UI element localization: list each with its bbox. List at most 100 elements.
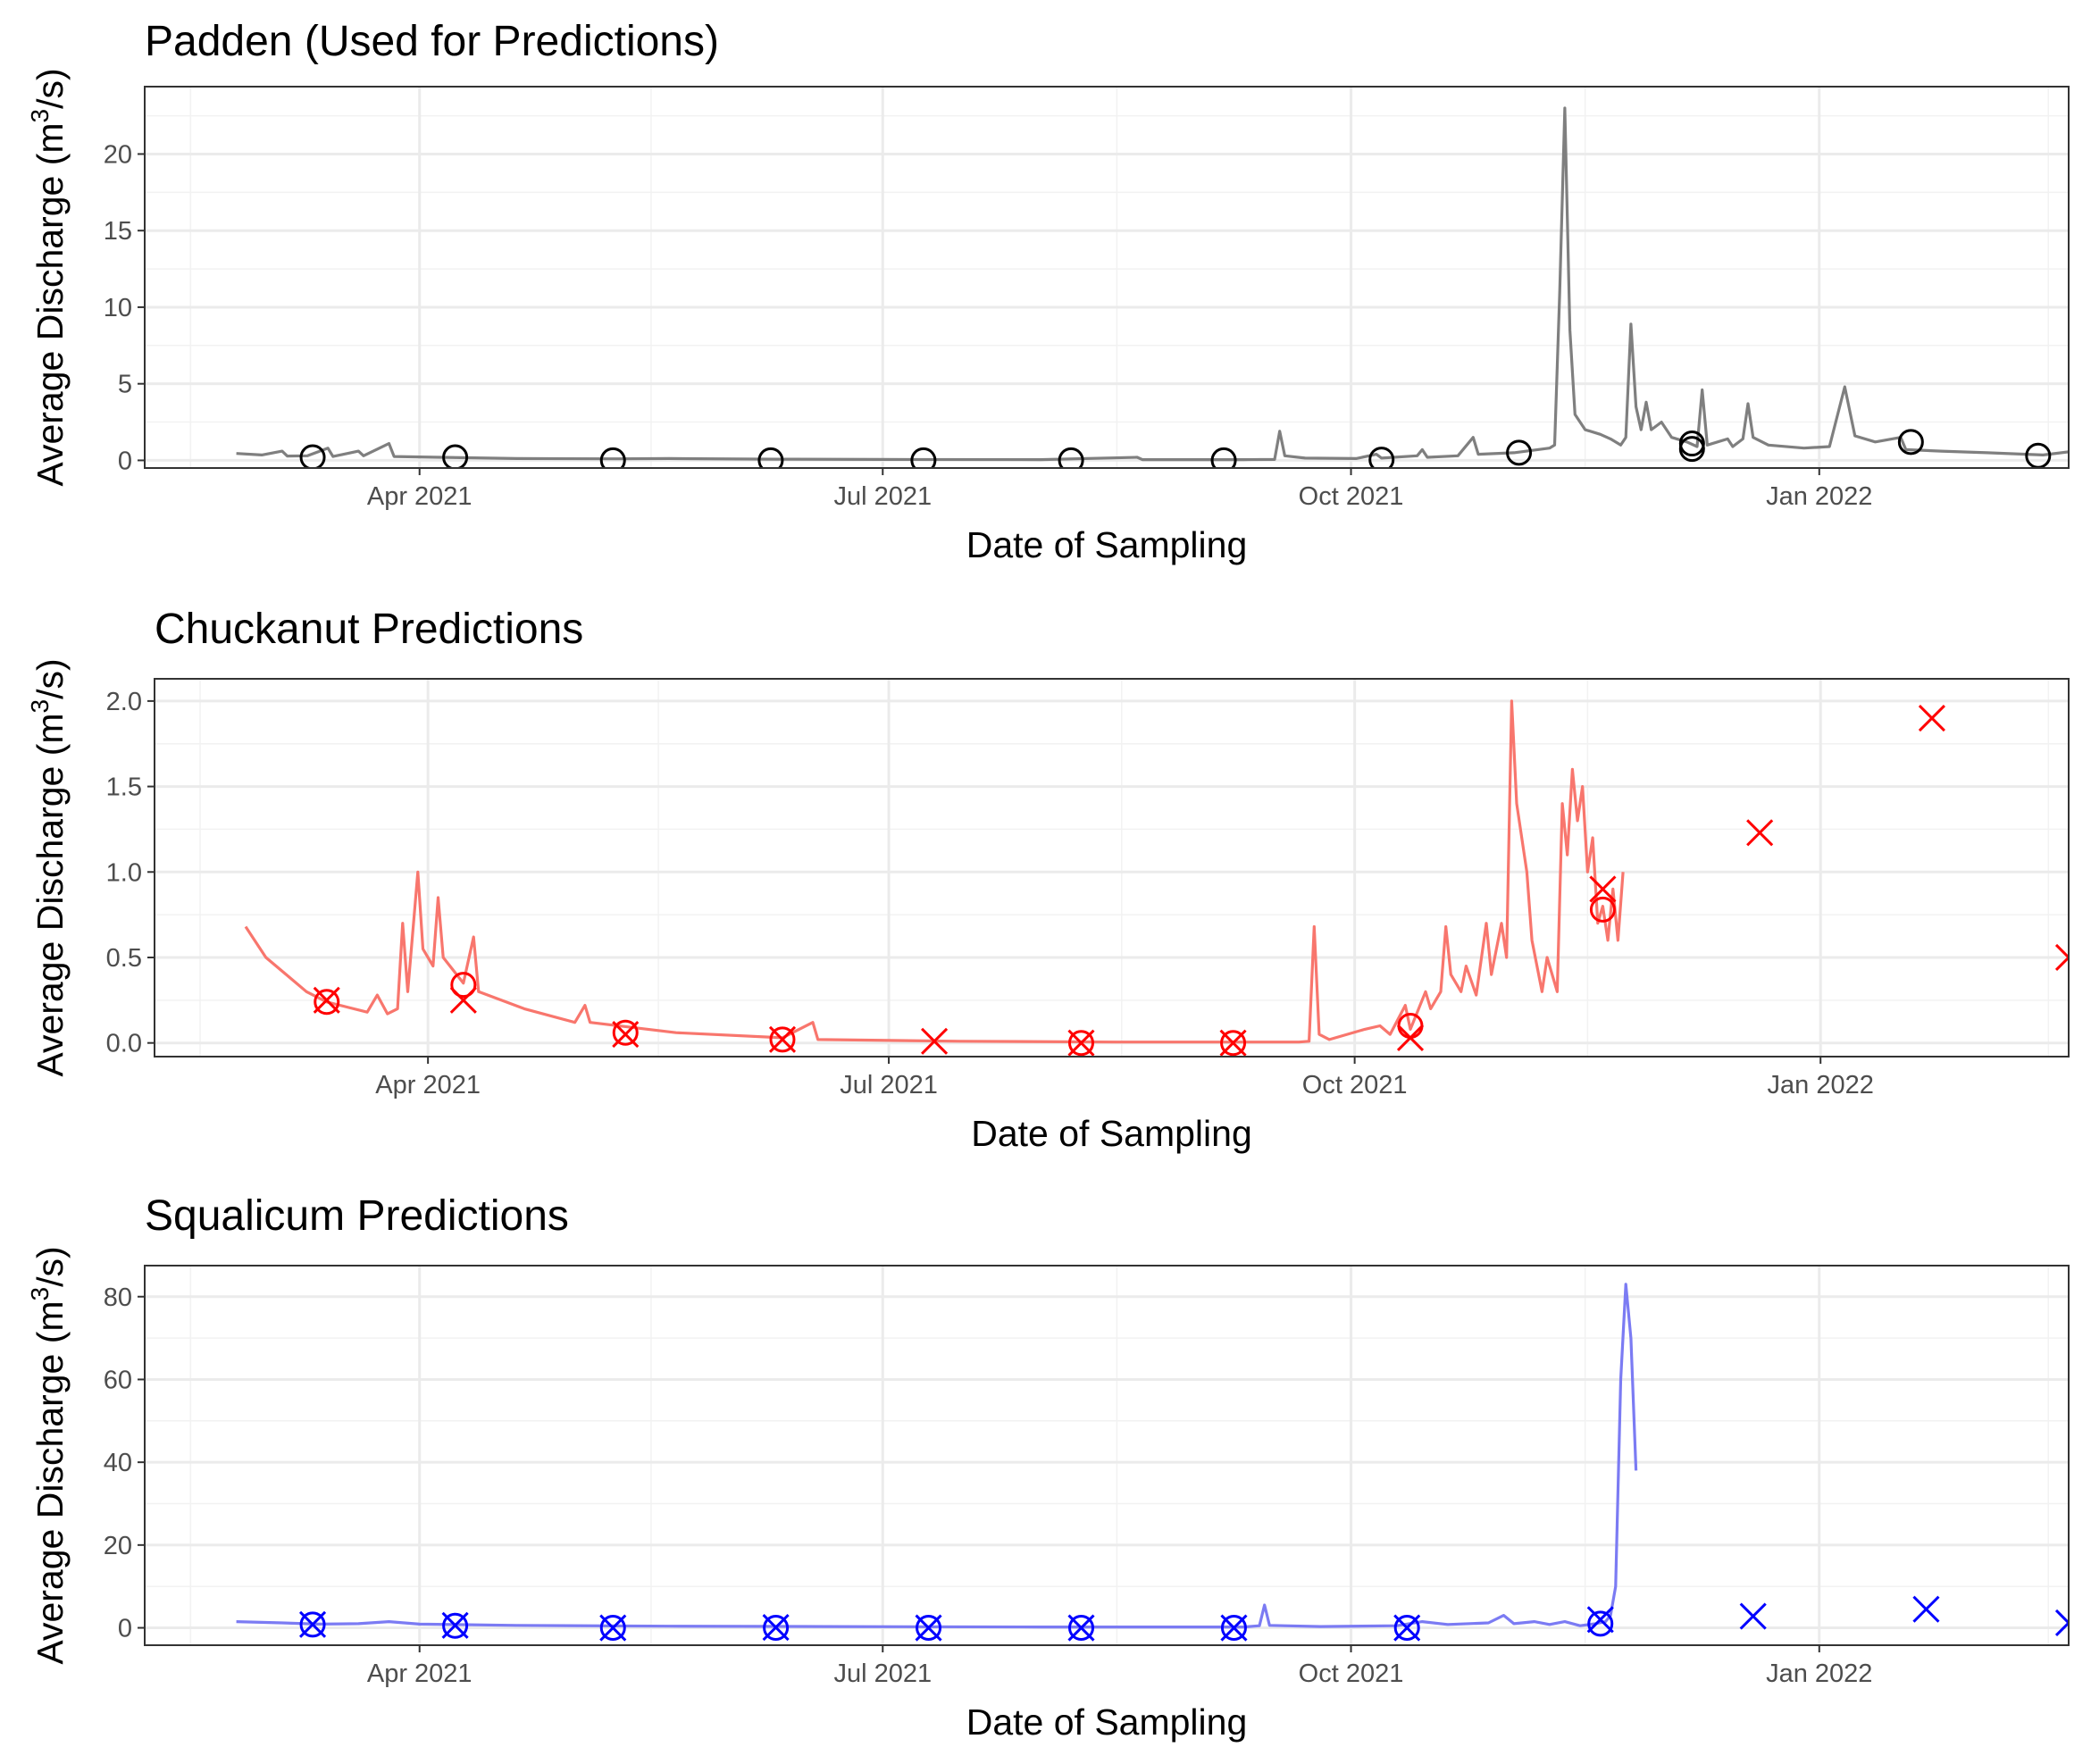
- predicted-point: [1219, 1029, 1247, 1057]
- observed-point: [1678, 436, 1705, 463]
- y-tick-label: 15: [104, 217, 132, 246]
- predicted-point: [1589, 875, 1617, 903]
- observed-point: [612, 1019, 639, 1046]
- x-tick-label: Jul 2021: [840, 1071, 938, 1099]
- chart-title: Padden (Used for Predictions): [145, 18, 719, 65]
- x-axis-label: Date of Sampling: [966, 1701, 1248, 1743]
- gridlines: [145, 87, 2069, 468]
- y-tick-label: 20: [104, 140, 132, 169]
- observed-point: [599, 1615, 626, 1642]
- gridlines: [155, 679, 2069, 1057]
- observed-point: [1058, 447, 1084, 468]
- x-tick-label: Jan 2022: [1766, 482, 1872, 511]
- predicted-point: [1918, 704, 1945, 732]
- predicted-point: [915, 1614, 942, 1642]
- plot-border: [154, 678, 2070, 1058]
- observed-point: [1368, 447, 1395, 468]
- predicted-point: [2054, 1609, 2069, 1637]
- plot-border: [144, 86, 2070, 469]
- chart-title: Chuckanut Predictions: [155, 606, 583, 653]
- observed-point: [442, 444, 469, 468]
- chart-panel-3: 0 20 40 60 80 Apr 2021 Jul 2021 Oct 2021 Jan 202…: [26, 1192, 2070, 1743]
- observed-point: [1589, 896, 1616, 923]
- observed-point: [299, 444, 326, 468]
- y-axis-label-prefix: Average Discharge (m: [29, 1300, 71, 1664]
- observed-point: [910, 447, 937, 468]
- y-tick-label: 60: [104, 1366, 132, 1394]
- predicted-point: [921, 1027, 949, 1055]
- y-tick-label: 0: [118, 447, 132, 475]
- observed-point: [599, 447, 626, 468]
- plot-border: [144, 1265, 2070, 1646]
- y-tick-label: 40: [104, 1449, 132, 1477]
- x-tick-label: Apr 2021: [375, 1071, 481, 1099]
- observed-point: [314, 989, 340, 1016]
- observed-point: [763, 1615, 790, 1642]
- y-tick-label: 1.5: [106, 773, 142, 802]
- observed-point: [757, 447, 784, 468]
- predicted-point: [1586, 1606, 1614, 1634]
- x-tick-label: Jul 2021: [833, 482, 932, 511]
- y-tick-label: 2.0: [106, 688, 142, 716]
- plot-background: [155, 679, 2069, 1057]
- discharge-line: [236, 106, 2069, 462]
- observed-point: [769, 1026, 796, 1053]
- predicted-point: [612, 1021, 640, 1049]
- y-tick-label: 1.0: [106, 858, 142, 887]
- y-tick-label: 10: [104, 294, 132, 322]
- observed-point: [1587, 1610, 1614, 1637]
- y-tick-label: 0: [118, 1615, 132, 1643]
- data-layer: [236, 1283, 2069, 1642]
- y-axis-label-superscript: 3: [26, 1287, 54, 1301]
- predicted-point: [1739, 1602, 1767, 1630]
- y-axis-label-suffix: /s): [29, 1246, 71, 1287]
- observed-point: [1393, 1615, 1420, 1642]
- predicted-point: [449, 986, 477, 1014]
- y-axis-label: Average Discharge (m3/s): [26, 658, 71, 1076]
- predicted-point: [762, 1614, 790, 1642]
- x-axis-label: Date of Sampling: [966, 524, 1248, 565]
- observed-point: [450, 972, 477, 999]
- predicted-point: [1067, 1029, 1095, 1057]
- x-tick-label: Jul 2021: [833, 1659, 932, 1688]
- observed-point: [1210, 447, 1237, 468]
- predicted-point: [1220, 1614, 1248, 1642]
- observed-point: [299, 1611, 326, 1638]
- predicted-point: [2054, 943, 2069, 972]
- y-tick-label: 80: [104, 1283, 132, 1312]
- y-axis-label: Average Discharge (m3/s): [26, 1246, 71, 1664]
- x-axis-label: Date of Sampling: [971, 1113, 1252, 1154]
- data-layer: [236, 106, 2069, 468]
- y-axis-label-superscript: 3: [26, 109, 54, 123]
- data-layer: [244, 699, 2069, 1057]
- predicted-point: [1396, 1024, 1425, 1052]
- predicted-point: [1067, 1614, 1095, 1642]
- y-axis-label-prefix: Average Discharge (m: [29, 122, 71, 486]
- y-axis-label-prefix: Average Discharge (m: [29, 713, 71, 1076]
- predicted-point: [1746, 819, 1774, 847]
- observed-point: [1506, 439, 1533, 466]
- observed-point: [1897, 429, 1924, 456]
- observed-point: [1220, 1030, 1247, 1057]
- y-tick-label: 5: [118, 371, 132, 399]
- observed-point: [1067, 1030, 1094, 1057]
- predicted-point: [1393, 1614, 1421, 1642]
- plot-background: [145, 1266, 2069, 1645]
- x-tick-label: Oct 2021: [1299, 1659, 1404, 1688]
- x-tick-label: Apr 2021: [367, 482, 473, 511]
- x-tick-label: Oct 2021: [1302, 1071, 1408, 1099]
- observed-point: [1068, 1615, 1095, 1642]
- y-tick-label: 0.0: [106, 1030, 142, 1058]
- y-tick-label: 0.5: [106, 944, 142, 973]
- x-tick-label: Jan 2022: [1766, 1659, 1872, 1688]
- discharge-line: [244, 699, 1625, 1044]
- observed-point: [916, 1615, 942, 1642]
- observed-point: [442, 1612, 469, 1639]
- predicted-point: [599, 1614, 627, 1642]
- x-tick-label: Apr 2021: [367, 1659, 473, 1688]
- observed-point: [1220, 1615, 1247, 1642]
- y-axis-label-suffix: /s): [29, 68, 71, 109]
- y-tick-label: 20: [104, 1532, 132, 1560]
- y-axis-label: Average Discharge (m3/s): [26, 68, 71, 486]
- chart-panel-2: 0.0 0.5 1.0 1.5 2.0 Apr 2021 Jul 2021 Oct 2021 J…: [26, 606, 2070, 1154]
